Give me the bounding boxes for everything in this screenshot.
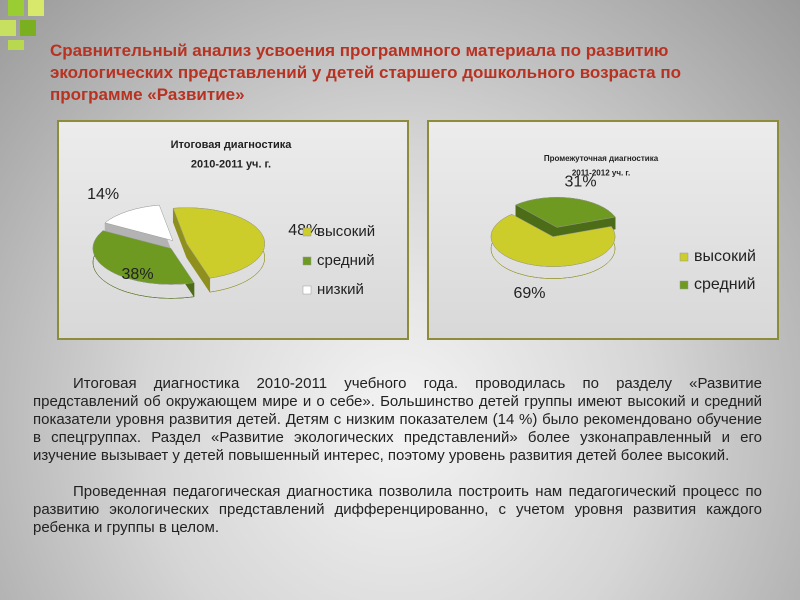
pie-slice xyxy=(490,213,616,267)
chart-title: Промежуточная диагностика xyxy=(544,154,659,163)
legend-label: высокий xyxy=(317,223,375,240)
slide-title: Сравнительный анализ усвоения программно… xyxy=(50,41,681,104)
decoration xyxy=(0,0,44,50)
legend-swatch xyxy=(302,227,312,237)
legend-label: средний xyxy=(317,252,375,269)
legend-label: низкий xyxy=(317,281,364,298)
legend-label: высокий xyxy=(694,248,756,265)
legend-swatch xyxy=(679,252,689,262)
data-label: 31% xyxy=(565,173,597,190)
legend-label: средний xyxy=(694,276,756,293)
pie-slice xyxy=(92,230,195,285)
data-label: 14% xyxy=(87,186,119,203)
chart-title: Итоговая диагностика xyxy=(171,139,293,151)
legend-swatch xyxy=(302,285,312,295)
chart-subtitle: 2010-2011 уч. г. xyxy=(191,159,271,171)
pie-slice xyxy=(104,204,174,241)
paragraph: Итоговая диагностика 2010-2011 учебного … xyxy=(33,375,762,464)
data-label: 69% xyxy=(513,285,545,302)
pie-slice xyxy=(515,197,616,228)
chart-subtitle: 2011-2012 уч. г. xyxy=(572,169,630,178)
body-text: Итоговая диагностика 2010-2011 учебного … xyxy=(33,375,762,555)
paragraph: Проведенная педагогическая диагностика п… xyxy=(33,483,762,536)
legend-swatch xyxy=(302,256,312,266)
pie-slice xyxy=(172,207,265,279)
data-label: 38% xyxy=(122,266,154,283)
legend-swatch xyxy=(679,280,689,290)
